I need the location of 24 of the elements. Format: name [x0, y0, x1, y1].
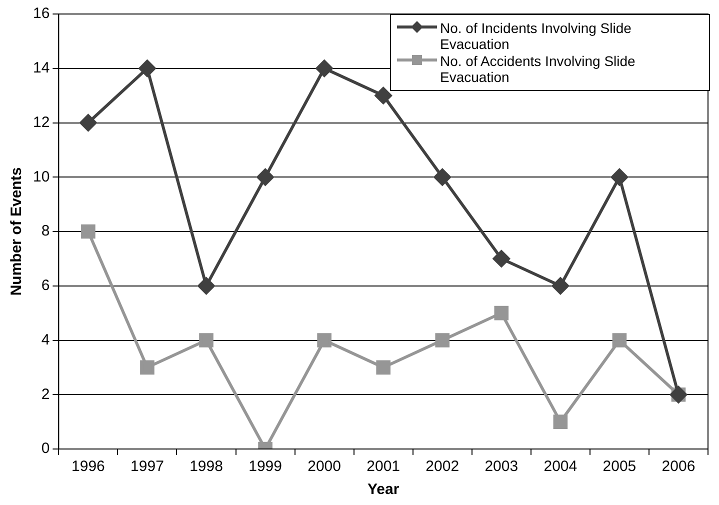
y-tick-label: 12 — [32, 114, 50, 131]
x-tick-label: 1999 — [248, 458, 282, 476]
x-tick-label: 2006 — [662, 458, 696, 476]
y-tick-label: 4 — [41, 331, 50, 348]
legend-label: No. of Accidents Involving Slide Evacuation — [440, 53, 636, 85]
x-tick-label: 2003 — [484, 458, 518, 476]
y-tick-label: 14 — [32, 60, 50, 77]
x-tick-label: 1998 — [190, 458, 223, 476]
legend-label: No. of Incidents Involving Slide Evacuation — [440, 20, 632, 52]
y-tick-label: 6 — [41, 277, 50, 294]
y-tick-label: 2 — [41, 386, 50, 403]
x-tick-label: 1996 — [72, 458, 105, 476]
x-tick-label: 1997 — [130, 458, 164, 476]
y-tick-label: 10 — [32, 168, 50, 186]
x-tick-label: 2000 — [308, 458, 341, 476]
x-tick-label: 2001 — [366, 458, 400, 476]
y-axis-title: Number of Events — [8, 167, 26, 296]
y-tick-label: 0 — [41, 440, 50, 458]
x-tick-label: 2005 — [602, 458, 636, 476]
x-tick-label: 2002 — [426, 458, 460, 476]
y-tick-label: 8 — [41, 222, 50, 240]
x-axis-title: Year — [367, 481, 400, 498]
x-tick-label: 2004 — [544, 458, 578, 476]
y-tick-label: 16 — [32, 5, 50, 22]
